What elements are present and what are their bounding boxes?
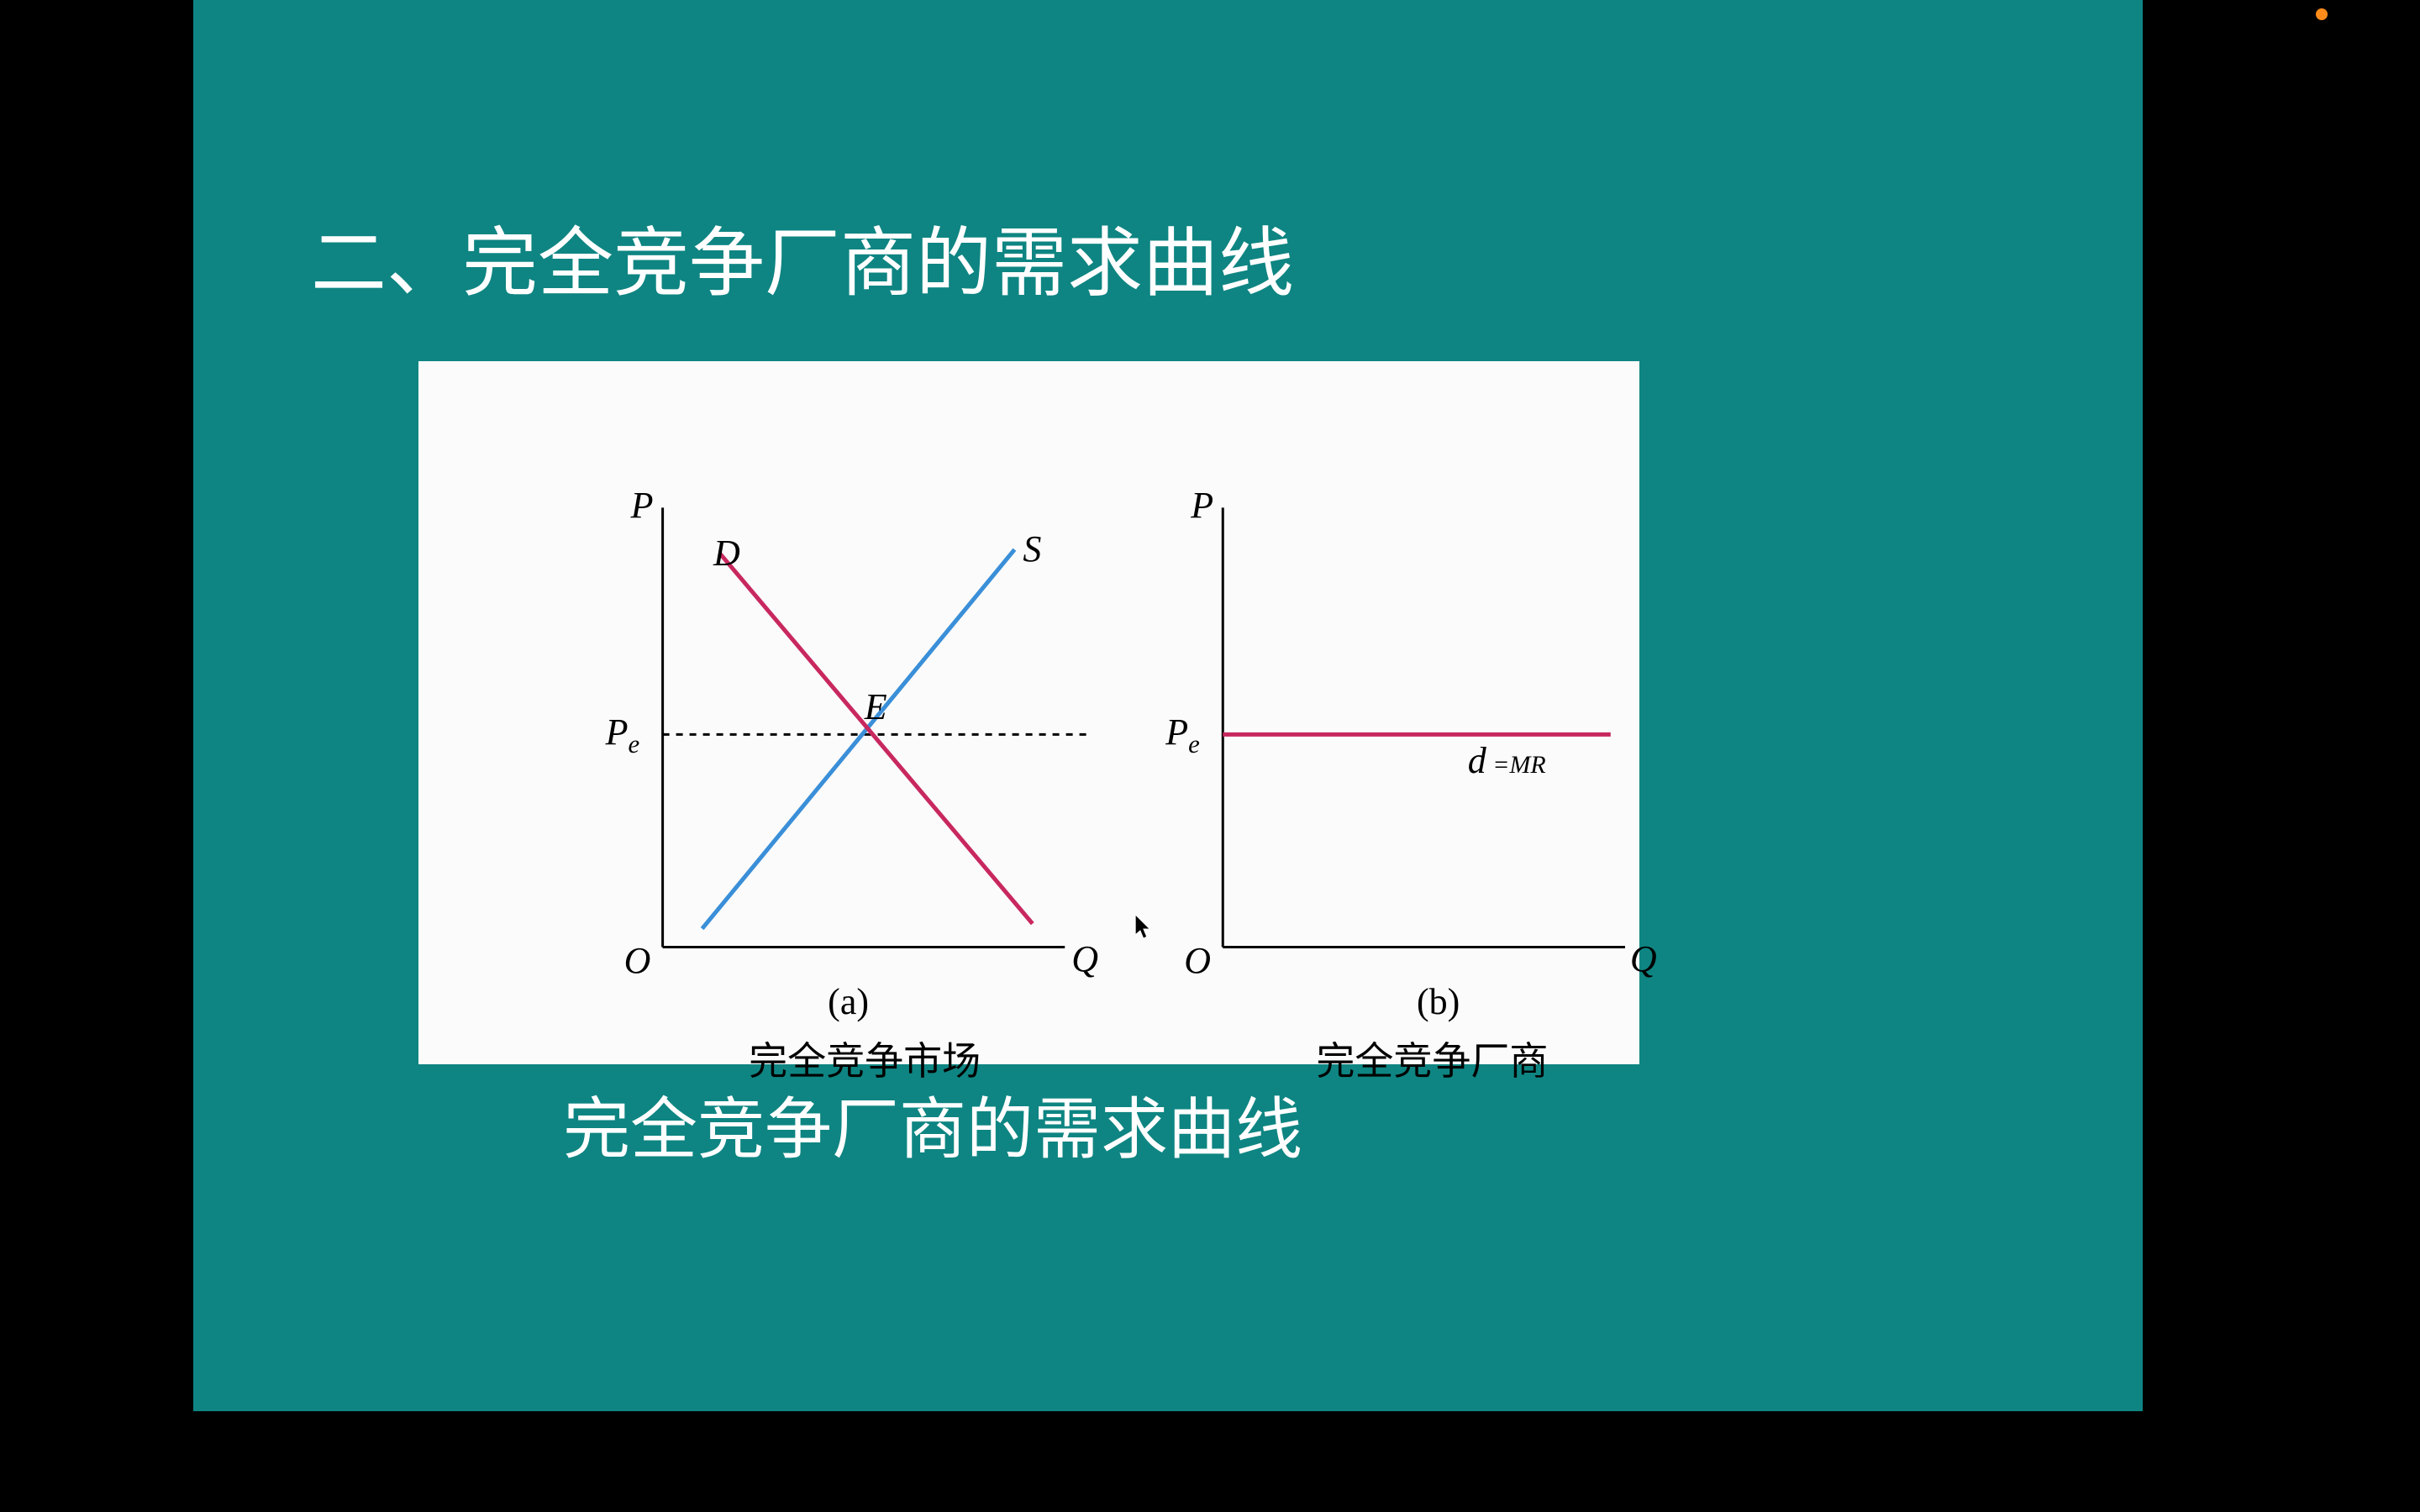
chart-b-demand-label: d =MR bbox=[1468, 739, 1546, 782]
chart-panel: P Q O D S E Pe P Q O Pe d =MR (a) (b) 完全… bbox=[418, 361, 1639, 1064]
status-dot bbox=[2316, 8, 2328, 20]
charts-svg bbox=[418, 361, 1639, 1064]
chart-a-demand-line bbox=[720, 554, 1033, 923]
chart-a-equilibrium-label: E bbox=[865, 685, 887, 728]
chart-b-pe-main: P bbox=[1165, 711, 1188, 753]
chart-a-pe-sub: e bbox=[628, 730, 639, 759]
chart-b-x-axis-label: Q bbox=[1630, 937, 1657, 980]
slide-title: 二、完全竞争厂商的需求曲线 bbox=[311, 202, 1294, 311]
chart-b-d-main: d bbox=[1468, 740, 1486, 781]
slide: 二、完全竞争厂商的需求曲线 bbox=[193, 0, 2143, 1411]
subcaption-b: 完全竞争厂商 bbox=[1316, 1031, 1548, 1086]
chart-b-d-eq: =MR bbox=[1486, 751, 1546, 779]
chart-b-pe-label: Pe bbox=[1165, 711, 1200, 759]
panel-label-b: (b) bbox=[1417, 980, 1460, 1023]
chart-b-origin-label: O bbox=[1184, 939, 1211, 982]
chart-a-x-axis-label: Q bbox=[1071, 937, 1098, 980]
chart-a-pe-main: P bbox=[606, 711, 629, 753]
chart-a-origin-label: O bbox=[624, 939, 651, 982]
slide-caption: 完全竞争厂商的需求曲线 bbox=[563, 1075, 1302, 1173]
chart-b-y-axis-label: P bbox=[1191, 484, 1213, 527]
chart-b-pe-sub: e bbox=[1188, 730, 1200, 759]
chart-a-y-axis-label: P bbox=[631, 484, 654, 527]
panel-label-a: (a) bbox=[828, 980, 869, 1023]
chart-a-demand-label: D bbox=[713, 532, 740, 575]
chart-a-supply-label: S bbox=[1023, 528, 1041, 570]
chart-a-pe-label: Pe bbox=[606, 711, 640, 759]
chart-a-supply-line bbox=[702, 549, 1015, 928]
